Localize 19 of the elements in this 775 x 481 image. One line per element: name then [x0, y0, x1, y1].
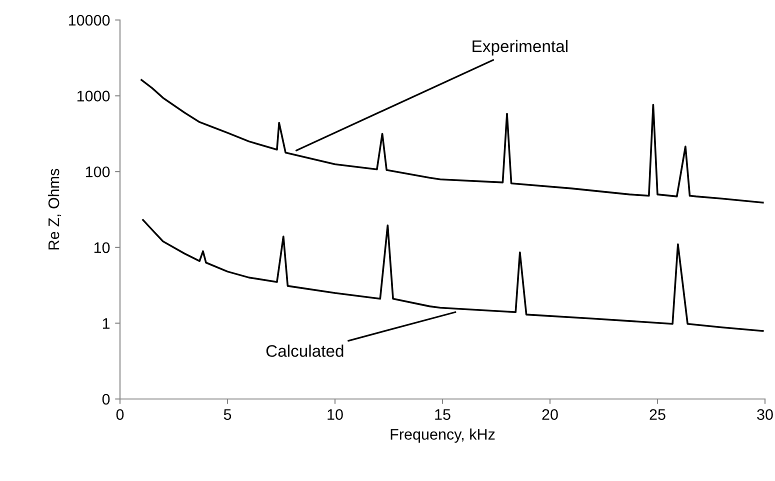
x-tick-label: 30: [757, 409, 773, 420]
annotation: Experimental: [472, 40, 568, 56]
x-tick-label: 25: [650, 409, 666, 420]
y-tick-label: 1000: [77, 90, 110, 102]
line-series: [142, 219, 764, 332]
y-tick-label: 0: [102, 394, 110, 405]
x-axis-title: Frequency, kHz: [390, 428, 495, 443]
x-tick-label: 0: [116, 409, 124, 420]
y-tick-label: 100: [86, 166, 110, 178]
x-tick-label: 10: [328, 409, 343, 420]
x-tick-label: 15: [435, 409, 450, 420]
y-axis-title: Re Z, Ohms: [48, 168, 62, 250]
annotation: Calculated: [266, 344, 344, 357]
y-tick-label: 1: [102, 318, 110, 329]
x-tick-label: 20: [542, 409, 558, 420]
x-tick-label: 5: [224, 409, 232, 420]
y-tick-label: 10000: [68, 14, 110, 26]
y-tick-label: 10: [94, 242, 110, 254]
line-series: [140, 79, 764, 204]
